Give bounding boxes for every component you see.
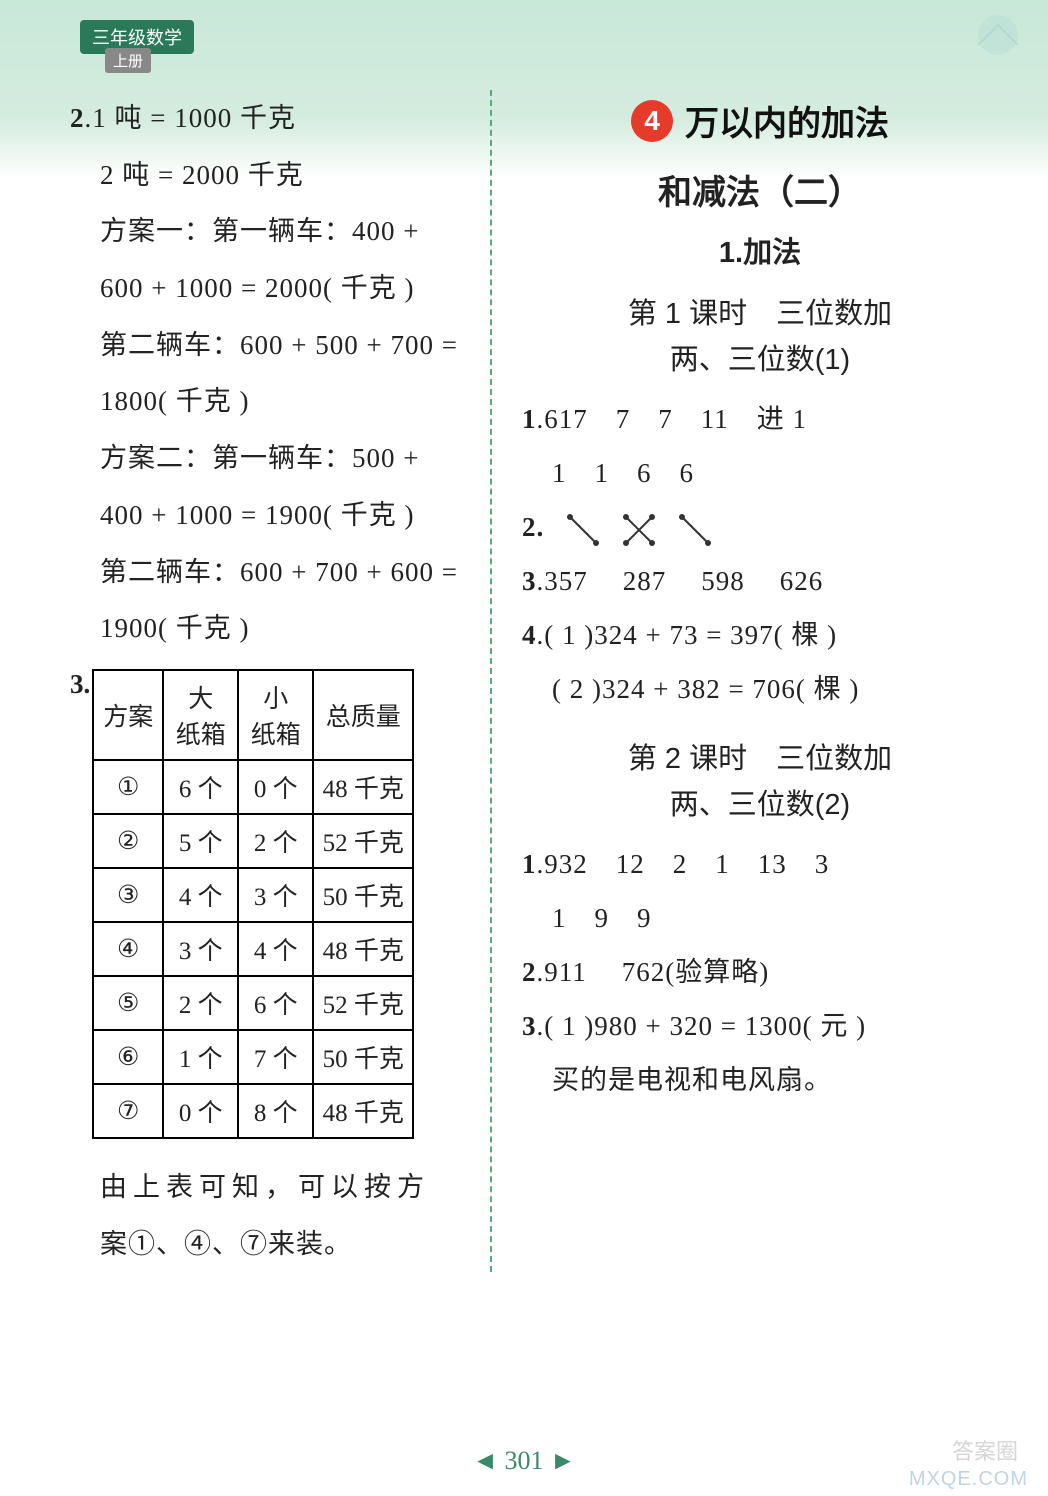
footer-left-arrow-icon: ◄ bbox=[472, 1446, 498, 1475]
page-number: 301 bbox=[505, 1446, 544, 1475]
q3-table: 方案 大 纸箱 小 纸箱 总质量 ①6 个0 个48 千克 ②5 个2 个52 … bbox=[92, 669, 414, 1139]
q2-line-7: 400 + 1000 = 1900( 千克 ) bbox=[70, 487, 470, 544]
q3-conclusion-1: 由上表可知，可以按方 bbox=[70, 1159, 470, 1216]
q2-line-5: 1800( 千克 ) bbox=[70, 373, 470, 430]
right-column: 4 万以内的加法 和减法（二） 1.加法 第 1 课时 三位数加 两、三位数(1… bbox=[490, 90, 1048, 1272]
table-row: ⑥1 个7 个50 千克 bbox=[93, 1030, 413, 1084]
q2-line-1: 2 吨 = 2000 千克 bbox=[70, 147, 470, 204]
table-header: 小 纸箱 bbox=[238, 670, 313, 760]
table-header: 总质量 bbox=[313, 670, 413, 760]
answer-b3-l2: 买的是电视和电风扇。 bbox=[522, 1053, 998, 1107]
q2-line-6: 方案二：第一辆车：500 + bbox=[70, 430, 470, 487]
q2-line-8: 第二辆车：600 + 700 + 600 = bbox=[70, 544, 470, 601]
answer-1-row-2: 1166 bbox=[522, 446, 998, 500]
q3-wrap: 3. 方案 大 纸箱 小 纸箱 总质量 ①6 个0 个48 千克 ②5 个2 个… bbox=[70, 669, 470, 1139]
volume-tag: 上册 bbox=[105, 48, 151, 73]
q3-conclusion-2: 案①、④、⑦来装。 bbox=[70, 1216, 470, 1273]
footer-right-arrow-icon: ► bbox=[550, 1446, 576, 1475]
table-row: ⑤2 个6 个52 千克 bbox=[93, 976, 413, 1030]
q2-line-0: 2.1 吨 = 1000 千克 bbox=[70, 90, 470, 147]
answer-2: 2. bbox=[522, 500, 998, 554]
chapter-badge: 4 万以内的加法 bbox=[522, 96, 998, 145]
table-row: ②5 个2 个52 千克 bbox=[93, 814, 413, 868]
answer-b3-l1: 3.( 1 )980 + 320 = 1300( 元 ) bbox=[522, 999, 998, 1053]
lesson-1-title: 第 1 课时 三位数加 两、三位数(1) bbox=[522, 291, 998, 384]
chapter-title-1: 万以内的加法 bbox=[685, 96, 889, 145]
answer-b2: 2.911762(验算略) bbox=[522, 945, 998, 999]
page-footer: ◄ 301 ► bbox=[0, 1446, 1048, 1476]
table-row: ①6 个0 个48 千克 bbox=[93, 760, 413, 814]
q2-line-2: 方案一：第一辆车：400 + bbox=[70, 203, 470, 260]
table-row: ④3 个4 个48 千克 bbox=[93, 922, 413, 976]
watermark-1: 答案圈 bbox=[952, 1434, 1018, 1466]
answer-3: 3.357287598626 bbox=[522, 554, 998, 608]
q2-line-4: 第二辆车：600 + 500 + 700 = bbox=[70, 317, 470, 374]
q2-line-9: 1900( 千克 ) bbox=[70, 600, 470, 657]
answer-b1-row-2: 199 bbox=[522, 891, 998, 945]
table-row: ⑦0 个8 个48 千克 bbox=[93, 1084, 413, 1138]
header-decoration bbox=[958, 5, 1038, 65]
left-column: 2.1 吨 = 1000 千克 2 吨 = 2000 千克 方案一：第一辆车：4… bbox=[0, 90, 490, 1272]
section-title: 1.加法 bbox=[522, 229, 998, 271]
answer-4-l2: ( 2 )324 + 382 = 706( 棵 ) bbox=[522, 662, 998, 716]
chapter-title-2: 和减法（二） bbox=[522, 165, 998, 214]
q3-number: 3. bbox=[70, 669, 90, 700]
table-header-row: 方案 大 纸箱 小 纸箱 总质量 bbox=[93, 670, 413, 760]
q2-line-3: 600 + 1000 = 2000( 千克 ) bbox=[70, 260, 470, 317]
lesson-2-title: 第 2 课时 三位数加 两、三位数(2) bbox=[522, 736, 998, 829]
answer-4-l1: 4.( 1 )324 + 73 = 397( 棵 ) bbox=[522, 608, 998, 662]
q2-number: 2 bbox=[70, 103, 85, 133]
tally-marks-icon bbox=[564, 511, 714, 549]
answer-b1-row-1: 1.9321221133 bbox=[522, 837, 998, 891]
chapter-number: 4 bbox=[631, 100, 673, 142]
watermark-2: MXQE.COM bbox=[909, 1468, 1028, 1491]
table-row: ③4 个3 个50 千克 bbox=[93, 868, 413, 922]
table-header: 方案 bbox=[93, 670, 163, 760]
answer-1-row-1: 1.6177711进 1 bbox=[522, 392, 998, 446]
table-header: 大 纸箱 bbox=[163, 670, 238, 760]
main-content: 2.1 吨 = 1000 千克 2 吨 = 2000 千克 方案一：第一辆车：4… bbox=[0, 90, 1048, 1272]
